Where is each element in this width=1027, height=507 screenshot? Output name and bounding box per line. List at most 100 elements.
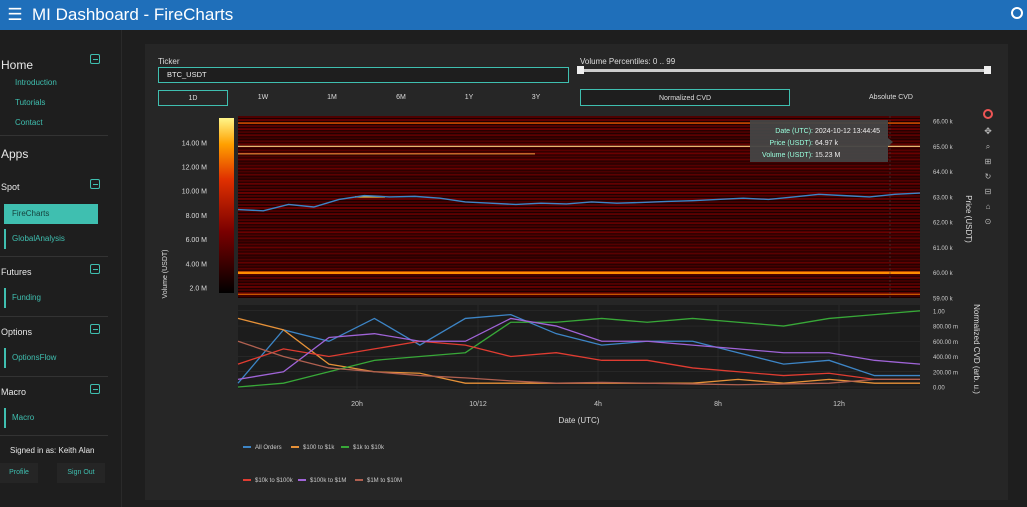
colorbar-tick-label: 10.00 M (182, 189, 207, 196)
autoscale-icon[interactable]: ⊟ (985, 187, 992, 196)
home-title: Home (1, 58, 34, 72)
date-axis-ticks: 20h 10/12 4h 8h 12h (351, 401, 845, 408)
macro-collapse-icon[interactable] (90, 384, 100, 394)
heat-band (238, 258, 920, 261)
reset-icon[interactable]: ⌂ (986, 202, 991, 211)
sidebar-item-globalanalysis[interactable]: GlobalAnalysis (4, 229, 98, 249)
timeframe-1m[interactable]: 1M (327, 94, 337, 101)
sidebar-item-introduction[interactable]: Introduction (15, 78, 57, 87)
percentile-slider[interactable] (581, 69, 989, 72)
plot-toolbar[interactable]: ✥ ⌕ ⊞ ↻ ⊟ ⌂ ⊙ (983, 109, 993, 226)
circle-icon[interactable] (1011, 7, 1023, 19)
legend-item[interactable]: $1M to $10M (355, 478, 402, 484)
timeframe-1d[interactable]: 1D (158, 90, 228, 106)
heat-band (238, 288, 920, 291)
heat-band (238, 249, 920, 252)
sidebar-item-optionsflow[interactable]: OptionsFlow (4, 348, 98, 368)
timeframe-1y[interactable]: 1Y (464, 94, 474, 101)
heat-band (238, 213, 920, 216)
sidebar-item-tutorials[interactable]: Tutorials (15, 98, 46, 107)
slider-handle-min[interactable] (577, 66, 584, 74)
normalized-cvd-button[interactable]: Normalized CVD (580, 89, 790, 106)
heat-band (238, 158, 920, 161)
firechart-plot[interactable]: 2.0 M 4.00 M 6.00 M 8.00 M 10.00 M 12.00 M 14.… (145, 44, 1008, 444)
price-tick-label: 60.00 k (933, 271, 954, 277)
price-tick-label: 61.00 k (933, 246, 954, 252)
heat-band (238, 234, 920, 237)
zoom-icon[interactable]: ⌕ (986, 142, 990, 151)
ticker-input[interactable]: BTC_USDT (158, 67, 569, 83)
price-tick-label: 63.00 k (933, 195, 954, 201)
timeframe-6m[interactable]: 6M (396, 94, 406, 101)
heat-band (238, 191, 920, 194)
heat-band (238, 161, 920, 164)
date-tick-label: 12h (833, 401, 845, 408)
absolute-cvd-button[interactable]: Absolute CVD (869, 94, 913, 101)
cvd-area (238, 305, 920, 389)
svg-text:Date (UTC):: Date (UTC): (775, 128, 813, 135)
plotly-logo-icon[interactable] (983, 109, 993, 119)
home-collapse-icon[interactable] (90, 54, 100, 64)
svg-text:Price (USDT):: Price (USDT): (769, 140, 813, 147)
legend-item[interactable]: $10k to $100k (243, 478, 293, 484)
top-bar: ☰ MI Dashboard - FireCharts (0, 0, 1027, 30)
price-axis-label: Price (USDT) (964, 195, 973, 243)
slider-handle-max[interactable] (984, 66, 991, 74)
sidebar-item-macro[interactable]: Macro (4, 408, 98, 428)
heat-band (238, 279, 920, 282)
timeframe-3y[interactable]: 3Y (531, 94, 541, 101)
heat-band (238, 170, 920, 173)
heat-band (238, 282, 920, 285)
apps-title: Apps (1, 147, 29, 161)
hover-tooltip: Date (UTC): 2024-10-12 13:44:45 Price (U… (750, 120, 893, 162)
sidebar-item-firecharts[interactable]: FireCharts (4, 204, 98, 224)
cvd-series-line (237, 317, 921, 381)
colorbar (219, 118, 234, 293)
cvd-axis-label: Normalized CVD (arb. u.) (972, 304, 981, 394)
cvd-series-line (237, 340, 920, 381)
colorbar-ticks: 2.0 M 4.00 M 6.00 M 8.00 M 10.00 M 12.00 M 14.… (182, 140, 207, 292)
hamburger-icon[interactable]: ☰ (7, 5, 23, 24)
heat-band (238, 167, 920, 170)
options-collapse-icon[interactable] (90, 324, 100, 334)
price-tick-label: 64.00 k (933, 170, 954, 176)
zoom-out-icon[interactable]: ↻ (985, 172, 992, 181)
cvd-lines (237, 310, 921, 388)
price-tick-label: 66.00 k (933, 120, 954, 126)
legend-item[interactable]: $1k to $10k (341, 445, 384, 451)
futures-collapse-icon[interactable] (90, 264, 100, 274)
divider (0, 135, 108, 136)
legend-item[interactable]: All Orders (243, 445, 282, 451)
colorbar-tick-label: 14.00 M (182, 140, 207, 147)
heat-band (238, 176, 920, 179)
heat-band (238, 255, 920, 258)
heat-band (238, 128, 920, 131)
cvd-grid (238, 305, 920, 389)
profile-button[interactable]: Profile (0, 463, 38, 483)
date-tick-label: 20h (351, 401, 363, 408)
legend-item[interactable]: $100k to $1M (298, 478, 346, 484)
heat-band (238, 237, 920, 240)
heat-band (238, 164, 920, 167)
heat-band (238, 119, 920, 122)
heat-band (238, 140, 920, 143)
colorbar-label: Volume (USDT) (162, 249, 169, 298)
timeframe-1w[interactable]: 1W (257, 94, 269, 101)
spot-collapse-icon[interactable] (90, 179, 100, 189)
heat-band (238, 261, 920, 264)
cvd-tick-label: 0.00 (933, 386, 945, 392)
date-tick-label: 8h (714, 401, 722, 408)
sign-out-button[interactable]: Sign Out (57, 463, 105, 483)
colorbar-tick-label: 2.0 M (189, 286, 207, 293)
zoom-in-icon[interactable]: ⊞ (985, 157, 992, 166)
heat-band (238, 131, 920, 134)
date-tick-label: 4h (594, 401, 602, 408)
colorbar-tick-label: 6.00 M (186, 237, 208, 244)
pan-icon[interactable]: ✥ (984, 126, 992, 136)
sidebar-item-funding[interactable]: Funding (4, 288, 98, 308)
sidebar-item-contact[interactable]: Contact (15, 118, 43, 127)
heat-band (238, 152, 920, 155)
legend-item[interactable]: $100 to $1k (291, 445, 334, 451)
spike-icon[interactable]: ⊙ (985, 217, 992, 226)
cvd-tick-label: 1.00 (933, 309, 945, 315)
